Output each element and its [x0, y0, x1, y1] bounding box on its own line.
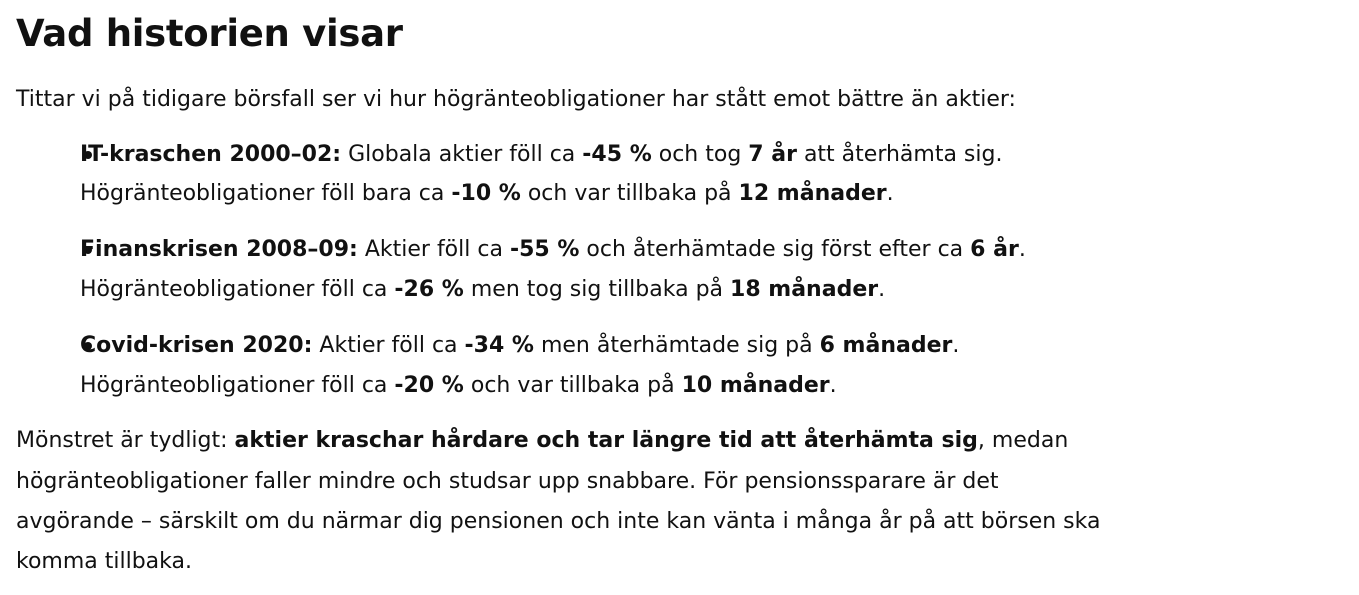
text: Högränteobligationer föll bara ca	[80, 181, 452, 206]
text: Globala aktier föll ca	[341, 142, 583, 167]
list-item-line: IT-kraschen 2000–02: Globala aktier föll…	[80, 135, 1002, 175]
text: men återhämtade sig på	[533, 333, 820, 358]
conclusion-line: komma tillbaka.	[16, 549, 192, 574]
value: 6 år	[970, 237, 1019, 262]
value: 6 månader	[819, 333, 953, 358]
text: men tog sig tillbaka på	[463, 277, 731, 302]
value: 18 månader	[730, 277, 879, 302]
value: -26 %	[394, 277, 464, 302]
list-item-line: Högränteobligationer föll ca -26 % men t…	[80, 270, 885, 310]
value: -55 %	[509, 237, 580, 262]
text: .	[829, 373, 837, 398]
value: -20 %	[394, 373, 464, 398]
value: -45 %	[582, 142, 652, 167]
text: Högränteobligationer föll ca	[80, 373, 395, 398]
item-title: Covid-krisen 2020:	[80, 333, 313, 358]
text: Högränteobligationer föll ca	[80, 277, 395, 302]
text: Mönstret är tydligt:	[16, 428, 235, 453]
text: att återhämta sig.	[796, 142, 1003, 167]
value: 10 månader	[681, 373, 830, 398]
text: .	[1018, 237, 1026, 262]
intro-paragraph: Tittar vi på tidigare börsfall ser vi hu…	[16, 87, 1016, 112]
item-title: Finanskrisen 2008–09:	[80, 237, 358, 262]
value: -10 %	[451, 181, 521, 206]
conclusion-line: högränteobligationer faller mindre och s…	[16, 469, 999, 494]
conclusion-line: Mönstret är tydligt: aktier kraschar hår…	[16, 421, 1068, 461]
bullet-icon	[84, 342, 92, 350]
emphasis: aktier kraschar hårdare och tar längre t…	[234, 428, 978, 453]
value: 12 månader	[738, 181, 887, 206]
text: och var tillbaka på	[463, 373, 682, 398]
text: .	[878, 277, 886, 302]
item-title: IT-kraschen 2000–02:	[80, 142, 342, 167]
value: 7 år	[748, 142, 797, 167]
text: och återhämtade sig först efter ca	[579, 237, 971, 262]
bullet-icon	[84, 151, 92, 159]
bullet-icon	[84, 246, 92, 254]
text: och var tillbaka på	[520, 181, 739, 206]
list-item-line: Finanskrisen 2008–09: Aktier föll ca -55…	[80, 230, 1026, 270]
text: .	[952, 333, 960, 358]
text: Aktier föll ca	[357, 237, 510, 262]
text: , medan	[977, 428, 1069, 453]
text: och tog	[651, 142, 749, 167]
text: .	[886, 181, 894, 206]
text: Aktier föll ca	[312, 333, 465, 358]
list-item-line: Högränteobligationer föll ca -20 % och v…	[80, 366, 837, 406]
conclusion-line: avgörande – särskilt om du närmar dig pe…	[16, 509, 1101, 534]
list-item-line: Högränteobligationer föll bara ca -10 % …	[80, 174, 894, 214]
value: -34 %	[464, 333, 534, 358]
list-item-line: Covid-krisen 2020: Aktier föll ca -34 % …	[80, 326, 959, 366]
section-heading: Vad historien visar	[16, 12, 403, 55]
